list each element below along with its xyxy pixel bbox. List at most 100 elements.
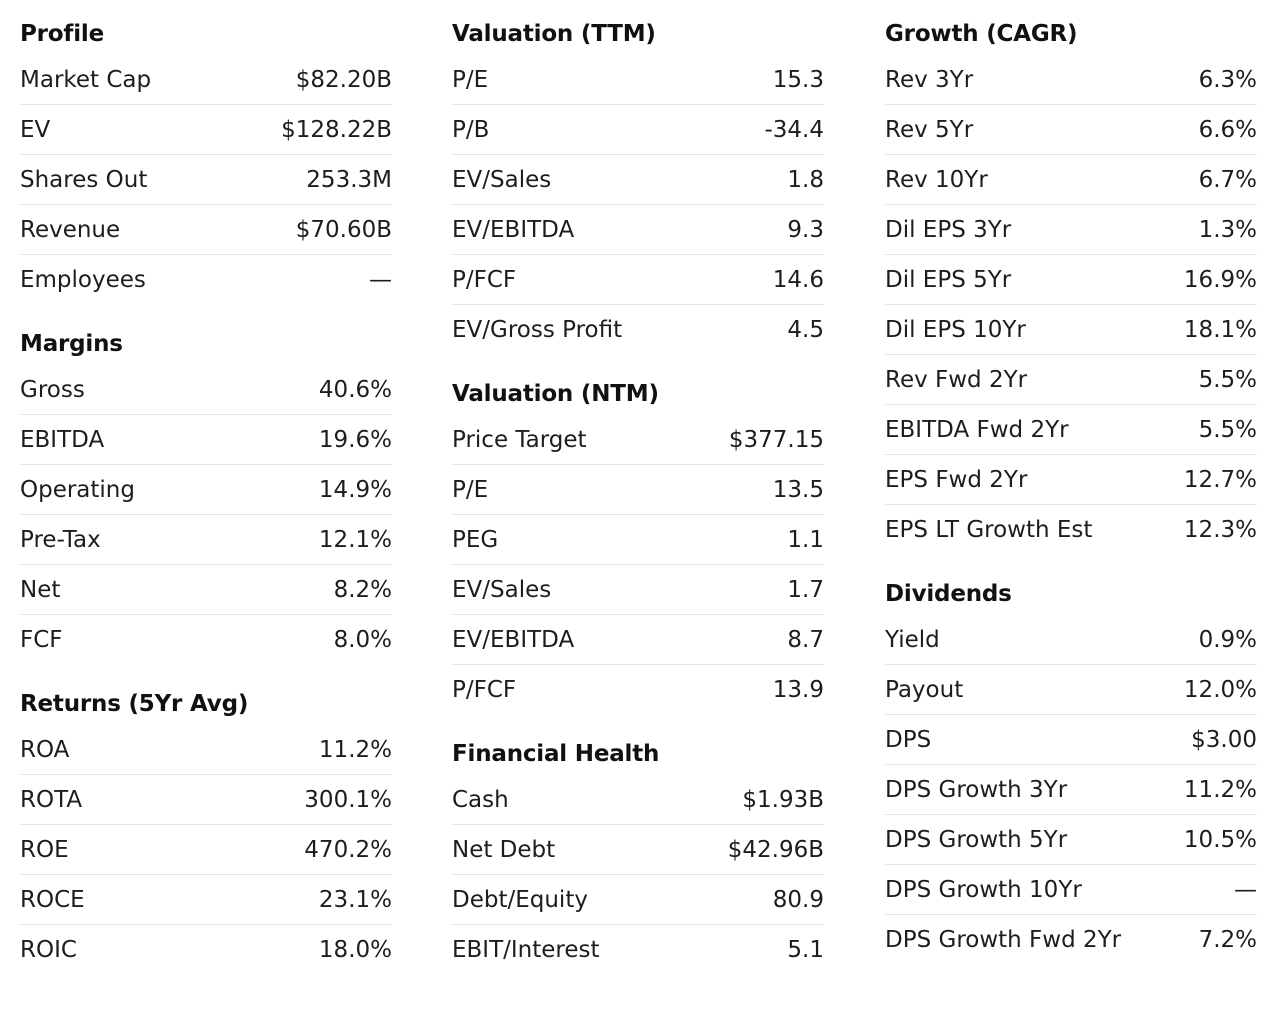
metric-row-fcf: FCF 8.0% [20, 615, 392, 664]
metric-row-rev-5yr: Rev 5Yr 6.6% [885, 105, 1257, 155]
metric-row-pre-tax: Pre-Tax 12.1% [20, 515, 392, 565]
metric-row-roe: ROE 470.2% [20, 825, 392, 875]
metric-row-operating: Operating 14.9% [20, 465, 392, 515]
metric-value: 8.7 [787, 626, 824, 653]
metric-value: 1.1 [787, 526, 824, 553]
metric-label: P/E [452, 476, 489, 503]
metric-value: 6.6% [1198, 116, 1257, 143]
metric-label: EBITDA [20, 426, 105, 453]
metric-label: EPS LT Growth Est [885, 516, 1093, 543]
metric-row-dps-growth-3yr: DPS Growth 3Yr 11.2% [885, 765, 1257, 815]
metric-value: 7.2% [1198, 926, 1257, 953]
metric-value: 23.1% [318, 886, 392, 913]
metric-row-debt-equity: Debt/Equity 80.9 [452, 875, 824, 925]
section-title: Financial Health [452, 741, 660, 767]
metric-value: 18.0% [318, 936, 392, 963]
metric-value: 5.1 [787, 936, 824, 963]
metric-row-ev: EV $128.22B [20, 105, 392, 155]
metric-value: 0.9% [1198, 626, 1257, 653]
metric-label: P/E [452, 66, 489, 93]
metric-row-dps-growth-10yr: DPS Growth 10Yr — [885, 865, 1257, 915]
metric-value: 12.0% [1183, 676, 1257, 703]
metric-label: Revenue [20, 216, 121, 243]
metric-label: EBITDA Fwd 2Yr [885, 416, 1069, 443]
metric-label: Dil EPS 3Yr [885, 216, 1012, 243]
metric-row-payout: Payout 12.0% [885, 665, 1257, 715]
metric-label: ROTA [20, 786, 83, 813]
metric-row-net-debt: Net Debt $42.96B [452, 825, 824, 875]
metric-row-dil-eps-10yr: Dil EPS 10Yr 18.1% [885, 305, 1257, 355]
metric-value: 15.3 [772, 66, 824, 93]
metric-label: ROCE [20, 886, 85, 913]
metric-label: Rev Fwd 2Yr [885, 366, 1028, 393]
metric-label: Dil EPS 5Yr [885, 266, 1012, 293]
section-title: Margins [20, 331, 123, 357]
metric-label: Shares Out [20, 166, 148, 193]
metric-value: 6.7% [1198, 166, 1257, 193]
metric-value: -34.4 [764, 116, 824, 143]
metric-row-rev-3yr: Rev 3Yr 6.3% [885, 55, 1257, 105]
metric-value: 4.5 [787, 316, 824, 343]
metric-value: $377.15 [728, 426, 824, 453]
metric-value: $70.60B [295, 216, 392, 243]
metric-label: PEG [452, 526, 499, 553]
metric-value: 300.1% [304, 786, 392, 813]
metric-label: Debt/Equity [452, 886, 588, 913]
metric-label: P/B [452, 116, 490, 143]
section-dividends: Dividends Yield 0.9% Payout 12.0% DPS $3.00 DPS… [885, 574, 1257, 964]
metric-row-dps-growth-5yr: DPS Growth 5Yr 10.5% [885, 815, 1257, 865]
metric-row-roce: ROCE 23.1% [20, 875, 392, 925]
metric-row-rota: ROTA 300.1% [20, 775, 392, 825]
metric-row-roa: ROA 11.2% [20, 725, 392, 775]
metric-row-ebitda-fwd-2yr: EBITDA Fwd 2Yr 5.5% [885, 405, 1257, 455]
metric-label: EV [20, 116, 51, 143]
metric-label: Pre-Tax [20, 526, 101, 553]
metric-value: 80.9 [772, 886, 824, 913]
metric-label: Market Cap [20, 66, 152, 93]
metric-label: Payout [885, 676, 964, 703]
metric-row-dil-eps-5yr: Dil EPS 5Yr 16.9% [885, 255, 1257, 305]
metric-value: 8.0% [333, 626, 392, 653]
metric-label: ROA [20, 736, 70, 763]
metric-label: Operating [20, 476, 135, 503]
metric-row-rev-fwd-2yr: Rev Fwd 2Yr 5.5% [885, 355, 1257, 405]
metric-row-market-cap: Market Cap $82.20B [20, 55, 392, 105]
metric-label: DPS Growth 3Yr [885, 776, 1068, 803]
metric-row-eps-lt-growth-est: EPS LT Growth Est 12.3% [885, 505, 1257, 554]
metric-value: 10.5% [1183, 826, 1257, 853]
metric-value: 8.2% [333, 576, 392, 603]
metric-row-eps-fwd-2yr: EPS Fwd 2Yr 12.7% [885, 455, 1257, 505]
section-margins: Margins Gross 40.6% EBITDA 19.6% Operating 14.… [20, 324, 392, 664]
metric-value: 12.1% [318, 526, 392, 553]
metric-label: EV/Sales [452, 576, 552, 603]
metric-label: Cash [452, 786, 509, 813]
metric-row-yield: Yield 0.9% [885, 615, 1257, 665]
metric-label: EBIT/Interest [452, 936, 600, 963]
metric-row-p-e: P/E 15.3 [452, 55, 824, 105]
section-title: Growth (CAGR) [885, 21, 1078, 47]
metric-value: 470.2% [304, 836, 392, 863]
metric-row-ev-gross-profit: EV/Gross Profit 4.5 [452, 305, 824, 354]
metric-row-cash: Cash $1.93B [452, 775, 824, 825]
metric-label: P/FCF [452, 266, 517, 293]
metric-label: Yield [885, 626, 940, 653]
metric-label: FCF [20, 626, 63, 653]
metric-row-ebit-interest: EBIT/Interest 5.1 [452, 925, 824, 974]
metric-value: 13.9 [772, 676, 824, 703]
section-growth-cagr: Growth (CAGR) Rev 3Yr 6.3% Rev 5Yr 6.6% Rev 1… [885, 14, 1257, 554]
metric-row-ev-sales: EV/Sales 1.8 [452, 155, 824, 205]
metric-value: 18.1% [1183, 316, 1257, 343]
section-title: Valuation (TTM) [452, 21, 656, 47]
metric-row-net: Net 8.2% [20, 565, 392, 615]
metric-row-price-target: Price Target $377.15 [452, 415, 824, 465]
metric-row-p-e: P/E 13.5 [452, 465, 824, 515]
metric-row-p-fcf: P/FCF 14.6 [452, 255, 824, 305]
metric-value: 1.3% [1198, 216, 1257, 243]
metric-value: 11.2% [318, 736, 392, 763]
metric-label: DPS Growth Fwd 2Yr [885, 926, 1122, 953]
metric-row-dil-eps-3yr: Dil EPS 3Yr 1.3% [885, 205, 1257, 255]
metric-label: Rev 10Yr [885, 166, 988, 193]
metric-label: DPS [885, 726, 932, 753]
metric-label: Employees [20, 266, 146, 293]
